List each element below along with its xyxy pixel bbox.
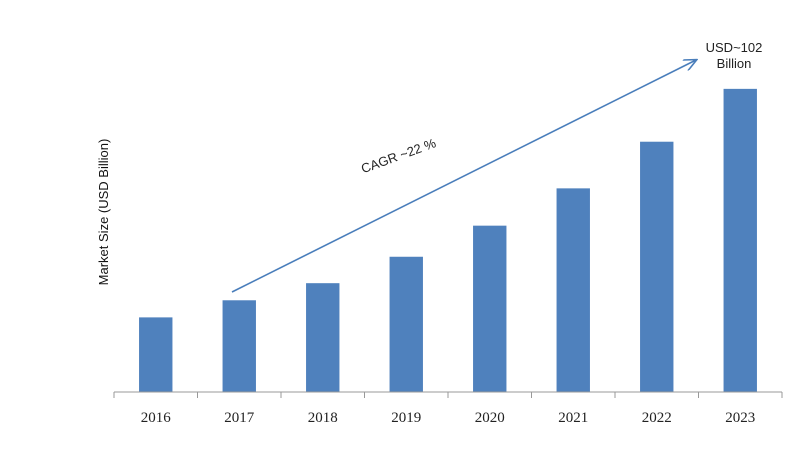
x-tick-label-2021: 2021 — [558, 410, 588, 426]
bar-2019 — [389, 256, 423, 392]
bar-group — [139, 88, 757, 392]
bar-2020 — [473, 225, 507, 392]
x-tick-label-2019: 2019 — [391, 410, 421, 426]
cagr-trend-arrow — [231, 60, 696, 293]
bar-2023 — [723, 88, 757, 392]
bar-2022 — [640, 141, 674, 392]
x-tick-label-2017: 2017 — [224, 410, 255, 426]
end-value-annotation-line2: Billion — [717, 56, 752, 71]
bar-2016 — [139, 317, 173, 392]
bar-2021 — [556, 188, 590, 392]
x-tick-label-2016: 2016 — [141, 410, 172, 426]
x-tick-label-2020: 2020 — [475, 410, 505, 426]
y-axis-label: Market Size (USD Billion) — [96, 139, 111, 286]
x-axis-ticks — [113, 392, 783, 398]
x-axis-tick-labels: 2016 2017 2018 2019 2020 2021 2022 2023 — [141, 410, 756, 426]
x-tick-label-2022: 2022 — [642, 410, 672, 426]
x-tick-label-2018: 2018 — [308, 410, 338, 426]
cagr-annotation: CAGR ~22 % — [359, 135, 438, 176]
bar-2017 — [222, 300, 256, 392]
bar-2018 — [306, 283, 340, 392]
end-value-annotation-line1: USD~102 — [706, 40, 763, 55]
x-tick-label-2023: 2023 — [725, 410, 755, 426]
